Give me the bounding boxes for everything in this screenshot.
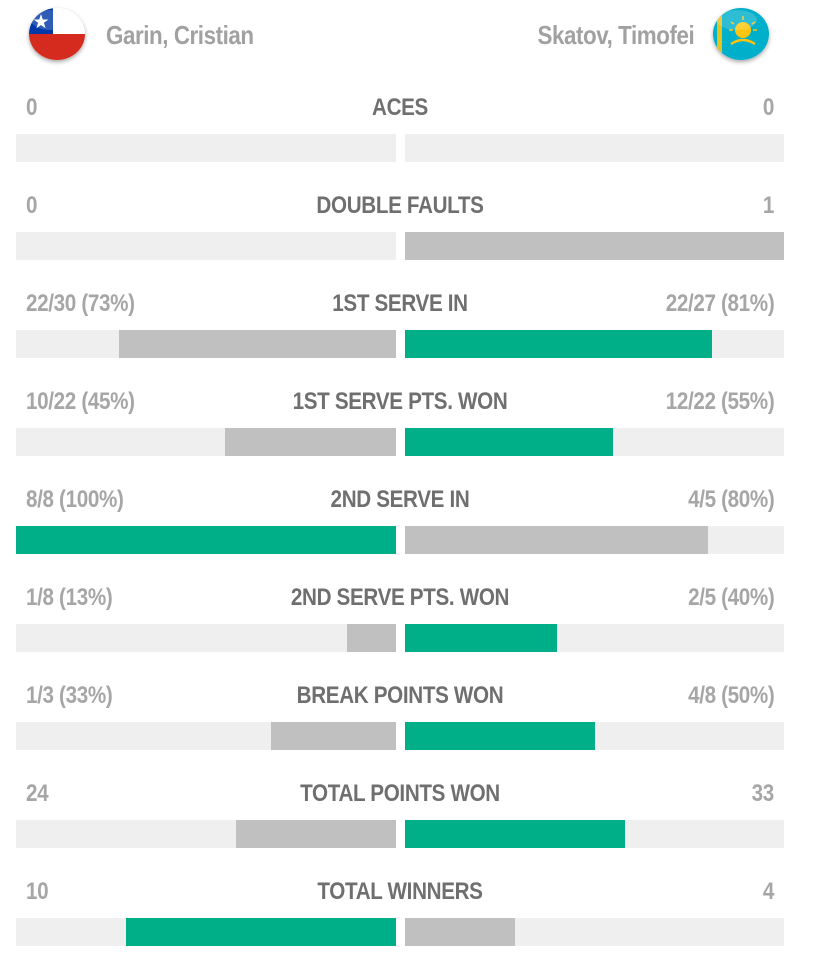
left-bar-track [16, 134, 396, 162]
stat-label: DOUBLE FAULTS [316, 192, 484, 219]
left-bar-track [16, 624, 396, 652]
stat-left-value: 10/22 (45%) [26, 388, 135, 415]
stat-left-value: 10 [26, 878, 49, 905]
right-bar-fill [405, 918, 515, 946]
stat-right-value: 1 [762, 192, 774, 219]
left-bar-fill [225, 428, 396, 456]
stat-label: BREAK POINTS WON [296, 682, 504, 709]
right-bar-track [405, 820, 784, 848]
stat-right-value: 2/5 (40%) [687, 584, 775, 611]
right-bar-track [405, 624, 784, 652]
left-bar-fill [347, 624, 396, 652]
stat-right-value: 4 [762, 878, 774, 905]
right-bar-track [405, 722, 784, 750]
kazakhstan-flag-icon [713, 8, 769, 60]
stat-row: 10 TOTAL WINNERS 4 [0, 872, 822, 970]
right-bar-track [405, 134, 784, 162]
stats-list: 0 ACES 0 0 DOUBLE FAULTS 1 22/30 (73%) 1ST SERV… [0, 88, 822, 970]
left-bar-fill [126, 918, 396, 946]
stat-left-value: 1/8 (13%) [26, 584, 113, 611]
player-right-name: Skatov, Timofei [537, 20, 694, 50]
chile-flag-icon [29, 8, 85, 60]
player-left-name: Garin, Cristian [106, 20, 254, 50]
stat-row: 1/8 (13%) 2ND SERVE PTS. WON 2/5 (40%) [0, 578, 822, 676]
stat-label: 1ST SERVE PTS. WON [292, 388, 508, 415]
stat-left-value: 0 [26, 192, 38, 219]
left-bar-track [16, 722, 396, 750]
stat-row: 10/22 (45%) 1ST SERVE PTS. WON 12/22 (55%) [0, 382, 822, 480]
stat-label: TOTAL POINTS WON [300, 780, 500, 807]
left-bar-fill [16, 526, 396, 554]
stat-left-value: 1/3 (33%) [26, 682, 113, 709]
stat-label: 2ND SERVE IN [330, 486, 470, 513]
right-bar-track [405, 330, 784, 358]
left-bar-track [16, 428, 396, 456]
right-bar-fill [405, 820, 625, 848]
right-bar-fill [405, 624, 557, 652]
stat-left-value: 22/30 (73%) [26, 290, 135, 317]
right-bar-fill [405, 722, 595, 750]
left-bar-fill [271, 722, 396, 750]
stat-row: 22/30 (73%) 1ST SERVE IN 22/27 (81%) [0, 284, 822, 382]
stat-row: 1/3 (33%) BREAK POINTS WON 4/8 (50%) [0, 676, 822, 774]
stat-label: 1ST SERVE IN [332, 290, 468, 317]
stat-row: 24 TOTAL POINTS WON 33 [0, 774, 822, 872]
right-bar-track [405, 918, 784, 946]
left-bar-fill [236, 820, 396, 848]
left-bar-track [16, 918, 396, 946]
right-bar-fill [405, 330, 712, 358]
right-bar-fill [405, 428, 613, 456]
stat-label: 2ND SERVE PTS. WON [290, 584, 510, 611]
players-header: Garin, Cristian Skatov, Timofei [0, 0, 822, 72]
right-bar-fill [405, 526, 708, 554]
stat-label: ACES [372, 94, 428, 121]
stat-row: 0 ACES 0 [0, 88, 822, 186]
stat-right-value: 4/5 (80%) [687, 486, 775, 513]
stat-right-value: 12/22 (55%) [665, 388, 774, 415]
stat-right-value: 4/8 (50%) [687, 682, 775, 709]
stat-row: 8/8 (100%) 2ND SERVE IN 4/5 (80%) [0, 480, 822, 578]
stat-right-value: 33 [751, 780, 775, 807]
left-bar-track [16, 820, 396, 848]
stat-label: TOTAL WINNERS [317, 878, 483, 905]
stat-right-value: 22/27 (81%) [665, 290, 774, 317]
stat-left-value: 8/8 (100%) [26, 486, 124, 513]
right-bar-track [405, 232, 784, 260]
right-bar-track [405, 428, 784, 456]
right-bar-fill [405, 232, 784, 260]
left-bar-track [16, 526, 396, 554]
stat-left-value: 0 [26, 94, 38, 121]
right-bar-track [405, 526, 784, 554]
left-bar-fill [119, 330, 396, 358]
left-bar-track [16, 232, 396, 260]
stat-right-value: 0 [762, 94, 774, 121]
stat-left-value: 24 [26, 780, 49, 807]
stat-row: 0 DOUBLE FAULTS 1 [0, 186, 822, 284]
left-bar-track [16, 330, 396, 358]
